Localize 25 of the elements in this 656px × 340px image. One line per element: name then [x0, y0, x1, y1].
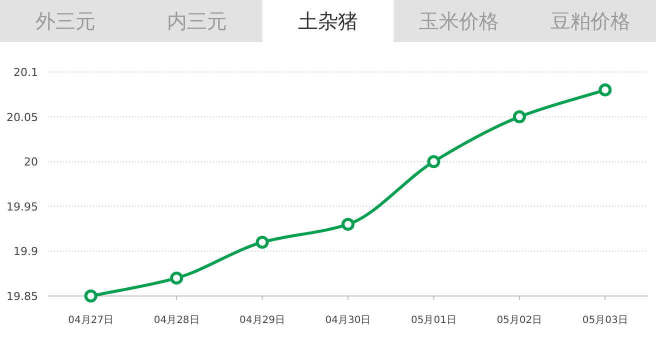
- x-tick-label: 04月27日: [68, 315, 114, 326]
- x-tick-label: 04月30日: [325, 315, 371, 326]
- text: 外三元: [36, 9, 96, 33]
- point: [598, 83, 612, 96]
- point: [256, 236, 269, 249]
- text: 内三元: [166, 9, 227, 33]
- text: 豆粕价格: [550, 9, 630, 33]
- y-tick-label: 20.1: [14, 66, 38, 79]
- point: [512, 110, 526, 124]
- x-tick-label: 05月01日: [410, 315, 456, 326]
- x-tick-label: 04月28日: [154, 315, 200, 326]
- point: [84, 290, 98, 302]
- x-tick-label: 04月29日: [240, 315, 286, 326]
- y-tick-label: 20: [24, 156, 38, 169]
- y-tick-label: 19.9: [14, 245, 38, 258]
- y-tick-label: 19.85: [6, 290, 38, 303]
- point: [427, 155, 440, 168]
- point: [342, 218, 354, 231]
- chart-title: 土杂猪: [298, 9, 358, 33]
- x-tick-label: 05月03日: [582, 315, 628, 326]
- x-tick-label: 05月02日: [496, 315, 542, 326]
- y-tick-label: 20.05: [6, 110, 38, 124]
- text: 玉米价格: [419, 9, 500, 33]
- y-tick-label: 19.95: [6, 200, 38, 214]
- point: [170, 272, 184, 285]
